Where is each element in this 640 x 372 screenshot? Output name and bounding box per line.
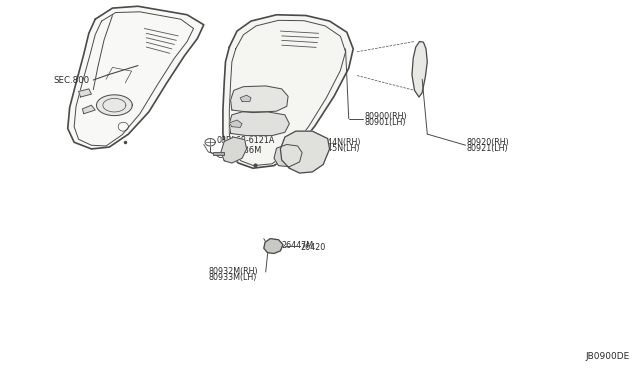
Polygon shape (412, 41, 428, 97)
Text: SEC.800: SEC.800 (53, 76, 89, 85)
Polygon shape (264, 238, 283, 253)
Polygon shape (230, 86, 288, 113)
Text: JB0900DE: JB0900DE (586, 352, 630, 361)
Text: 80945N(LH): 80945N(LH) (312, 144, 360, 153)
Polygon shape (221, 137, 246, 163)
Text: 80900(RH): 80900(RH) (365, 112, 407, 121)
Text: 80944N(RH): 80944N(RH) (312, 138, 361, 147)
Text: 80921(LH): 80921(LH) (467, 144, 509, 153)
Polygon shape (68, 6, 204, 149)
Polygon shape (240, 95, 251, 102)
Text: B0986M: B0986M (227, 146, 262, 155)
Polygon shape (79, 89, 92, 97)
Polygon shape (205, 138, 215, 146)
Polygon shape (280, 131, 330, 173)
Polygon shape (83, 105, 95, 114)
Text: 26420: 26420 (301, 243, 326, 252)
Polygon shape (97, 95, 132, 116)
Polygon shape (229, 112, 289, 136)
Text: 80901(LH): 80901(LH) (365, 118, 406, 127)
Bar (212, 151, 224, 155)
Text: 80933M(LH): 80933M(LH) (208, 273, 257, 282)
Text: 80920(RH): 80920(RH) (467, 138, 509, 147)
Text: 08BL68-6121A: 08BL68-6121A (216, 135, 275, 145)
Polygon shape (229, 120, 242, 128)
Text: (2): (2) (225, 141, 237, 151)
Polygon shape (274, 144, 302, 167)
Text: 26447M: 26447M (282, 241, 314, 250)
Text: 80932M(RH): 80932M(RH) (208, 267, 258, 276)
Polygon shape (223, 15, 353, 168)
